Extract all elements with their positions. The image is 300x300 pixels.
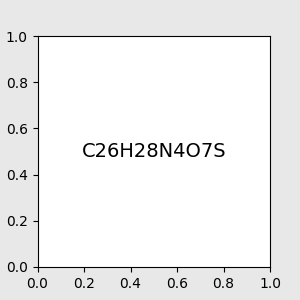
Text: C26H28N4O7S: C26H28N4O7S — [81, 142, 226, 161]
